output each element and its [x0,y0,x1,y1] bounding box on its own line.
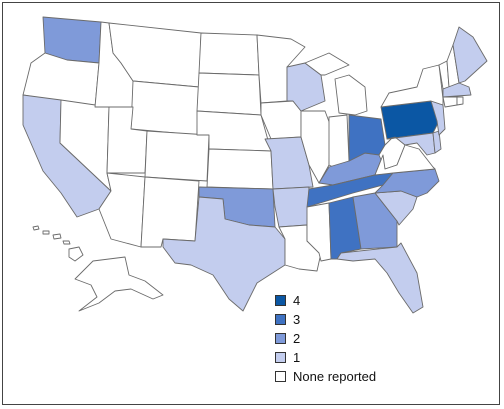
legend-label: 2 [293,331,301,346]
state-KS [206,148,274,190]
state-NY [380,64,444,108]
state-IN [328,114,350,168]
state-ND [198,32,260,76]
state-AK [74,256,164,312]
legend-item: 3 [275,310,376,329]
legend-swatch [275,333,286,344]
state-RI [456,96,464,106]
legend-item: 2 [275,329,376,348]
state-CO [144,130,210,182]
legend-swatch [275,314,286,325]
map-frame: 4 3 2 1 None reported [2,2,500,405]
us-choropleth-map [22,16,488,314]
legend-label: 1 [293,350,301,365]
legend-label: None reported [293,369,377,384]
state-CT [442,96,458,108]
legend-swatch [275,371,286,382]
state-WY [130,80,200,136]
legend-item: 1 [275,348,376,367]
state-MA [442,82,472,98]
state-FL [336,242,424,314]
legend-item: 4 [275,291,376,310]
state-AR [272,186,310,228]
legend-swatch [275,295,286,306]
legend-label: 3 [293,312,301,327]
legend-label: 4 [293,293,301,308]
state-NM [140,176,200,248]
state-DE [432,130,442,154]
state-HI [32,225,84,262]
state-VA [374,144,436,176]
legend-item: None reported [275,367,376,386]
map-legend: 4 3 2 1 None reported [275,291,376,386]
legend-swatch [275,352,286,363]
state-TX [162,196,286,312]
state-IA [260,100,302,140]
state-IL [300,110,332,184]
state-MI [304,52,368,116]
state-ME [452,26,488,84]
state-SD [196,72,262,116]
